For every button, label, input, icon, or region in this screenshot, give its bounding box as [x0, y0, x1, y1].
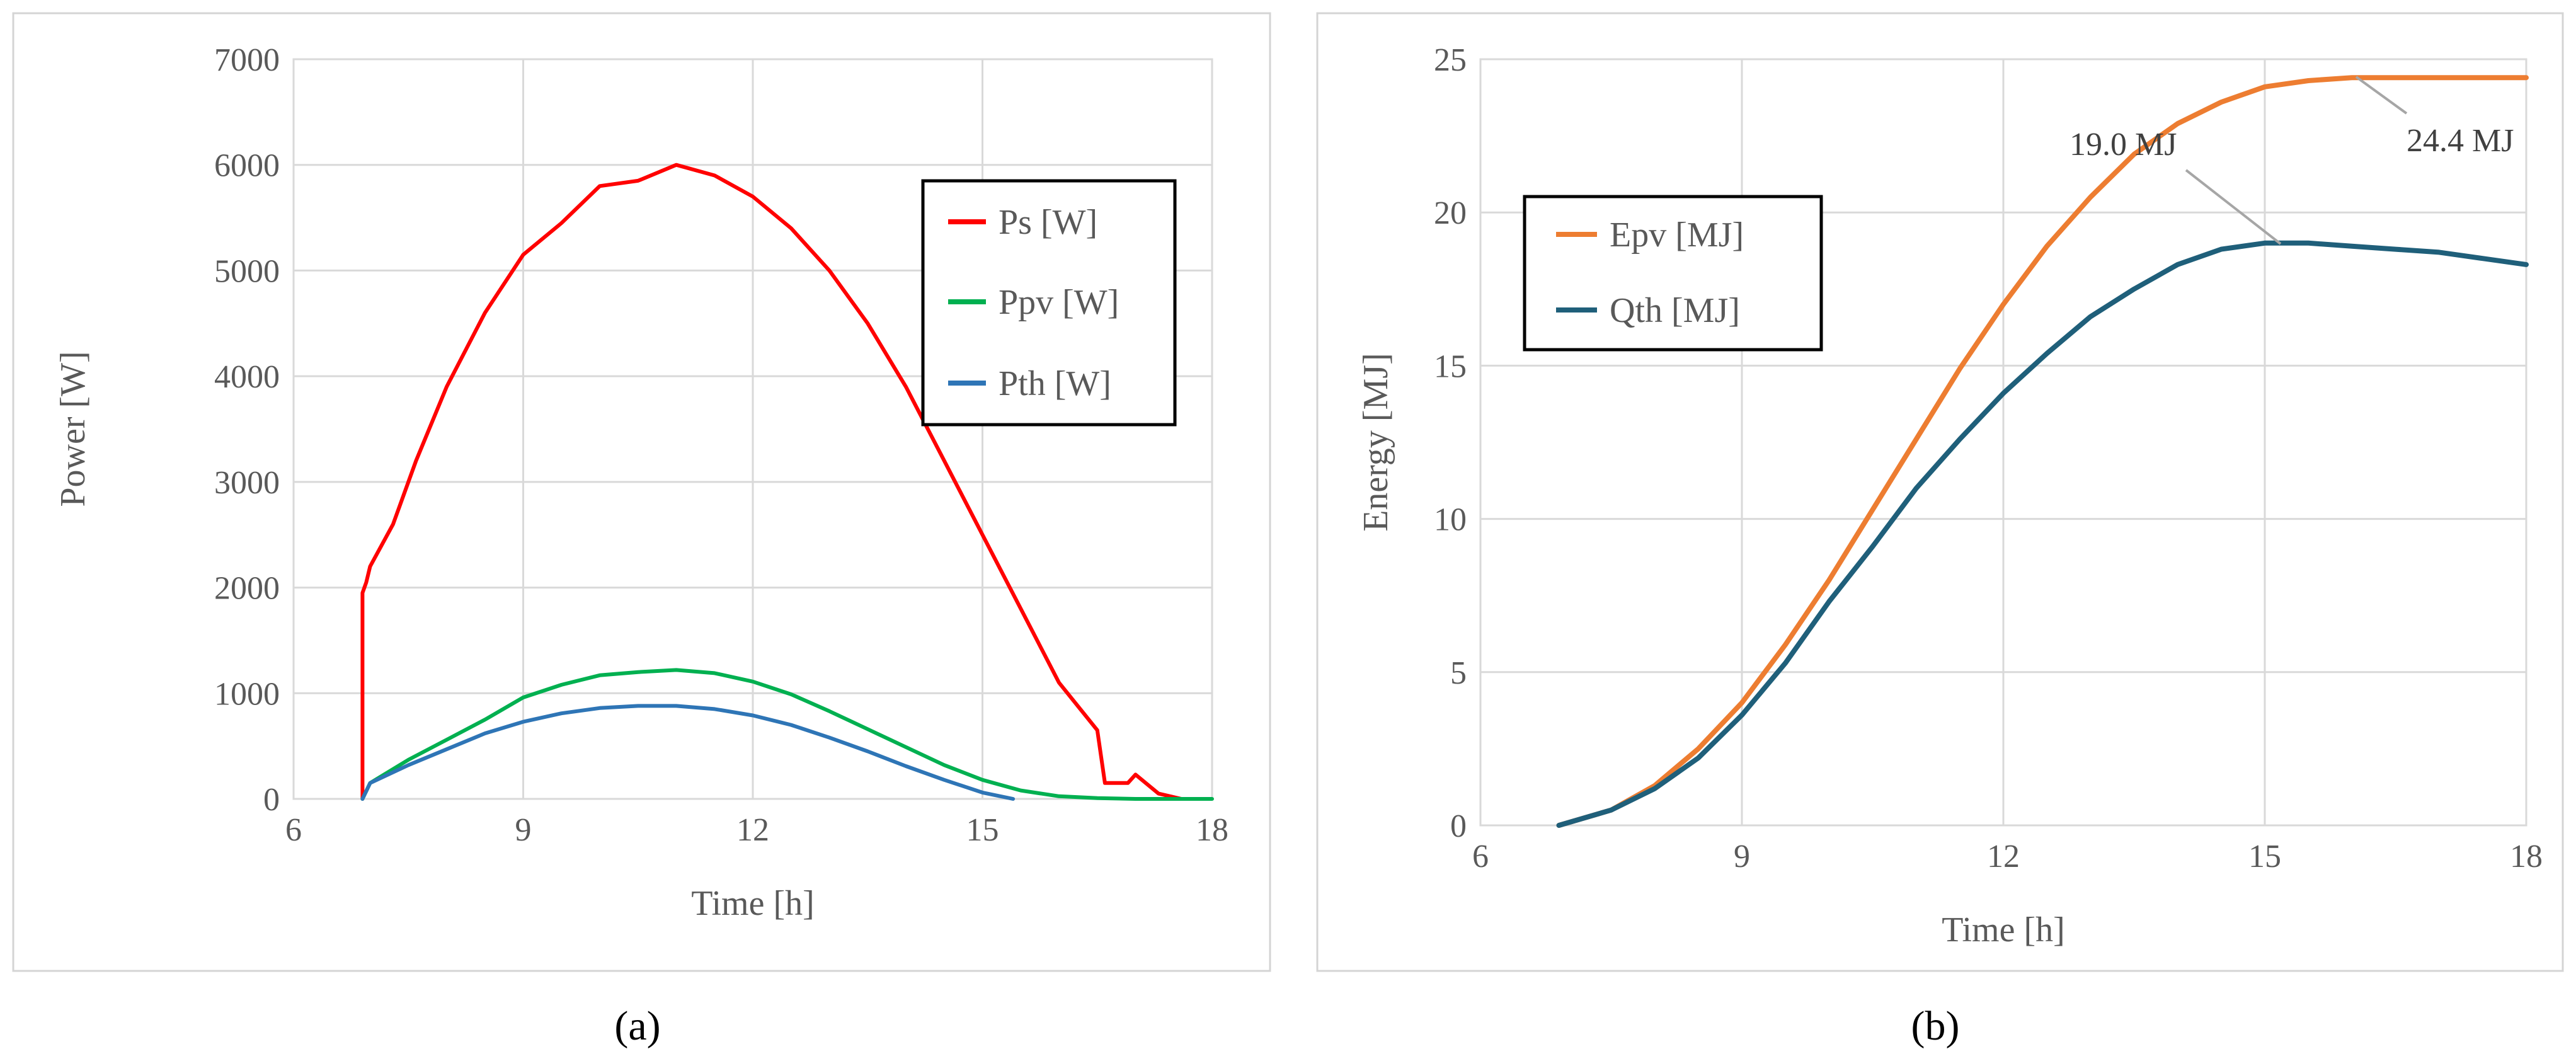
panel-b-legend-box [1523, 195, 1823, 352]
panel-a-y-tick-label: 7000 [214, 42, 280, 78]
panel-a-x-tick-label: 18 [1196, 812, 1228, 848]
panel-b-x-tick-label: 6 [1472, 839, 1489, 875]
series-line-ppv [360, 668, 1214, 801]
annotation-leader-epv [2355, 76, 2408, 115]
panel-b-gridlines [1479, 58, 2527, 827]
panel-b-y-tick-label: 20 [1434, 195, 1467, 231]
panel-b-x-tick-label: 15 [2248, 839, 2281, 875]
panel-b-y-tick-label: 0 [1450, 808, 1467, 844]
series-line-qth [1556, 240, 2529, 828]
panel-a-x-tick-label: 15 [966, 812, 999, 848]
panel-b-frame [1316, 12, 2564, 972]
legend-label-pth: Pth [W] [999, 364, 1111, 403]
panel-a-y-tick-label: 5000 [214, 253, 280, 289]
caption-a: (a) [614, 1003, 660, 1049]
panel-b-x-tick-label: 12 [1987, 839, 2020, 875]
panel-a-y-tick-label: 4000 [214, 359, 280, 395]
panel-b-y-tick-labels: 0 5 10 15 20 25 [1434, 42, 1467, 844]
legend-label-ppv: Ppv [W] [999, 283, 1119, 322]
panel-a-x-tick-label: 6 [285, 812, 302, 848]
panel-b-y-tick-label: 15 [1434, 348, 1467, 384]
series-line-pth [360, 704, 1016, 801]
panel-a-x-tick-label: 12 [736, 812, 769, 848]
panel-b-annotations: 24.4 MJ 19.0 MJ [2069, 76, 2514, 245]
panel-a-y-tick-labels: 0 1000 2000 3000 4000 5000 6000 7000 [214, 42, 280, 818]
panel-a-legend: Ps [W] Ppv [W] Pth [W] [921, 179, 1177, 427]
panel-b-x-tick-labels: 6 9 12 15 18 [1472, 839, 2543, 875]
panel-b-y-axis-title: Energy [MJ] [1356, 353, 1395, 532]
panel-b-y-tick-label: 5 [1450, 655, 1467, 691]
panel-a-x-tick-labels: 6 9 12 15 18 [285, 812, 1228, 848]
panel-b-series [1556, 75, 2529, 828]
panel-a-x-axis-title: Time [h] [691, 884, 815, 923]
panel-b-x-tick-label: 18 [2510, 839, 2543, 875]
annotation-epv-total: 24.4 MJ [2407, 123, 2514, 159]
panel-b-x-axis-title: Time [h] [1942, 910, 2065, 949]
panel-a-y-tick-label: 3000 [214, 465, 280, 501]
panel-a-y-tick-label: 2000 [214, 571, 280, 607]
legend-label-epv: Epv [MJ] [1610, 215, 1744, 255]
panel-a-y-tick-label: 1000 [214, 676, 280, 712]
panel-a: 0 1000 2000 3000 4000 5000 6000 7000 6 9 12 15 18 T… [12, 12, 1271, 972]
panel-b-legend: Epv [MJ] Qth [MJ] [1523, 195, 1823, 352]
panel-a-series [360, 163, 1214, 801]
legend-label-qth: Qth [MJ] [1610, 291, 1740, 330]
panel-b-x-tick-label: 9 [1734, 839, 1750, 875]
panel-a-frame [12, 12, 1271, 972]
panel-a-x-tick-label: 9 [515, 812, 532, 848]
panel-b-y-tick-label: 10 [1434, 502, 1467, 538]
panel-b: 0 5 10 15 20 25 6 9 12 15 18 24.4 MJ 19.0 MJ Time… [1316, 12, 2564, 972]
annotation-qth-total: 19.0 MJ [2069, 127, 2177, 163]
series-line-ps [360, 163, 1184, 801]
caption-b: (b) [1911, 1003, 1960, 1049]
panel-a-y-tick-label: 6000 [214, 148, 280, 184]
annotation-leader-qth [2185, 169, 2282, 245]
panel-a-y-tick-label: 0 [263, 782, 280, 818]
panel-b-y-tick-label: 25 [1434, 42, 1467, 78]
panel-a-y-axis-title: Power [W] [54, 351, 93, 507]
legend-label-ps: Ps [W] [999, 203, 1097, 242]
series-line-epv [1556, 75, 2529, 828]
